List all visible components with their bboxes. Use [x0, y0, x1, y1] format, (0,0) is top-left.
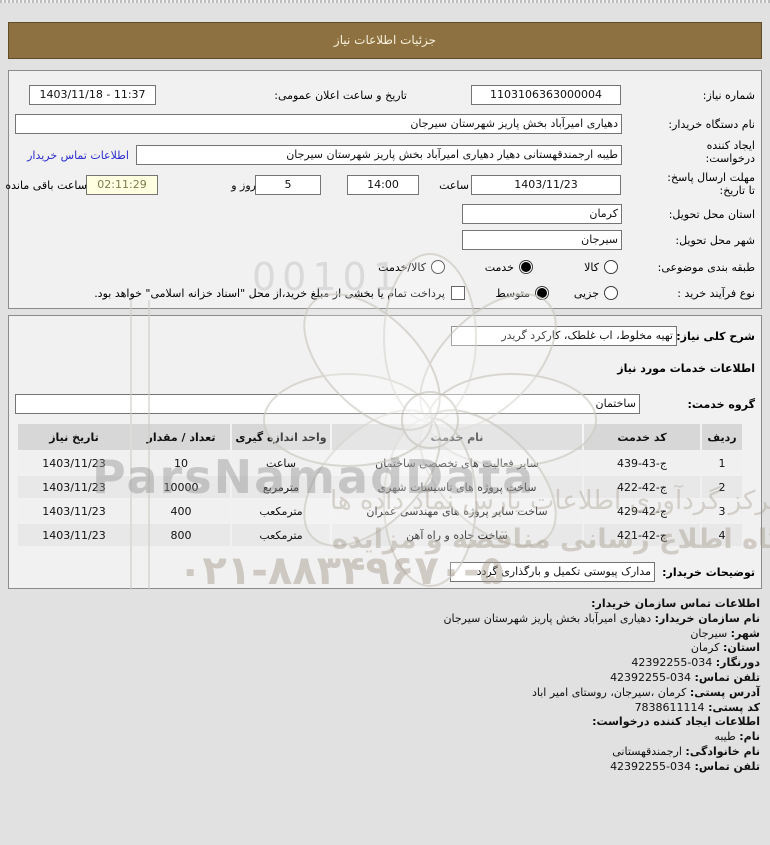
- delivery-province-field[interactable]: کرمان: [462, 204, 622, 224]
- cell-unit: مترمکعب: [232, 500, 330, 522]
- col-need-date: تاریخ نیاز: [18, 424, 130, 450]
- radio-medium[interactable]: [535, 286, 549, 300]
- radio-service-label: خدمت: [484, 261, 514, 274]
- announce-datetime-field[interactable]: 1403/11/18 - 11:37: [29, 85, 156, 105]
- cell-qty: 10000: [132, 476, 230, 498]
- cell-code: 422-42-ج: [584, 476, 700, 498]
- need-number-label: شماره نیاز:: [702, 89, 755, 102]
- cell-row: 2: [702, 476, 742, 498]
- contact-line: نام خانوادگی: ارجمندقهستانی: [612, 744, 760, 758]
- countdown-timer: 02:11:29: [86, 175, 158, 195]
- contact-line: اطلاعات تماس سازمان خریدار:: [591, 597, 760, 610]
- deadline-time-field[interactable]: 14:00: [347, 175, 419, 195]
- buyer-remarks-field[interactable]: مدارک پیوستی تکمیل و بارگذاری گردد: [450, 562, 655, 582]
- table-row: 4 421-42-ج ساخت جاده و راه آهن مترمکعب 8…: [18, 524, 742, 546]
- days-and-label: روز و: [231, 179, 256, 192]
- creator-label: ایجاد کننده درخواست:: [705, 139, 755, 165]
- radio-medium-label: متوسط: [495, 287, 530, 300]
- cell-row: 1: [702, 452, 742, 474]
- top-stripe-decoration: [0, 0, 770, 3]
- announce-datetime-label: تاریخ و ساعت اعلان عمومی:: [274, 89, 407, 102]
- delivery-city-label: شهر محل تحویل:: [675, 234, 755, 247]
- cell-code: 429-42-ج: [584, 500, 700, 522]
- hour-label: ساعت: [439, 179, 469, 192]
- contact-line: دورنگار: 42392255-034: [631, 656, 760, 670]
- buyer-contact-block: اطلاعات تماس سازمان خریدار: نام سازمان خ…: [443, 597, 760, 775]
- cell-name: ساخت پروژه های تاسیسات شهری: [332, 476, 582, 498]
- contact-line: استان: کرمان: [690, 641, 760, 655]
- cell-name: ساخت سایر پروژه های مهندسی عمران: [332, 500, 582, 522]
- delivery-province-label: استان محل تحویل:: [668, 208, 755, 221]
- col-quantity: تعداد / مقدار: [132, 424, 230, 450]
- treasury-checkbox[interactable]: [451, 286, 465, 300]
- classification-label: طبقه بندی موضوعی:: [657, 261, 755, 274]
- col-unit: واحد اندازه گیری: [232, 424, 330, 450]
- cell-unit: مترمکعب: [232, 524, 330, 546]
- contact-line: اطلاعات ایجاد کننده درخواست:: [592, 715, 760, 729]
- cell-row: 3: [702, 500, 742, 522]
- need-desc-field[interactable]: تهیه مخلوط، اب غلطک، کارکرد گریدر: [451, 326, 677, 346]
- page-title: جزئیات اطلاعات نیاز: [8, 22, 762, 59]
- table-row: 2 422-42-ج ساخت پروژه های تاسیسات شهری م…: [18, 476, 742, 498]
- contact-line: تلفن تماس: 42392255-034: [610, 670, 760, 684]
- radio-partial[interactable]: [604, 286, 618, 300]
- services-section-header: اطلاعات خدمات مورد نیاز: [617, 362, 755, 375]
- cell-name: ساخت جاده و راه آهن: [332, 524, 582, 546]
- services-table-header-row: ردیف کد خدمت نام خدمت واحد اندازه گیری ت…: [18, 424, 742, 450]
- cell-date: 1403/11/23: [18, 476, 130, 498]
- buyer-contact-link[interactable]: اطلاعات تماس خریدار: [27, 149, 129, 162]
- cell-qty: 10: [132, 452, 230, 474]
- general-info-panel: شماره نیاز: 1103106363000004 تاریخ و ساع…: [5, 70, 762, 309]
- days-remaining-field[interactable]: 5: [255, 175, 321, 195]
- table-row: 3 429-42-ج ساخت سایر پروژه های مهندسی عم…: [18, 500, 742, 522]
- col-service-name: نام خدمت: [332, 424, 582, 450]
- radio-goods-service-label: کالا/خدمت: [378, 261, 426, 274]
- cell-date: 1403/11/23: [18, 452, 130, 474]
- radio-partial-label: جزیی: [573, 287, 599, 300]
- cell-date: 1403/11/23: [18, 500, 130, 522]
- remaining-hours-label: ساعت باقی مانده: [5, 179, 87, 192]
- cell-qty: 400: [132, 500, 230, 522]
- cell-code: 421-42-ج: [584, 524, 700, 546]
- contact-line: شهر: سیرجان: [690, 626, 760, 640]
- service-group-label: گروه خدمت:: [687, 398, 755, 411]
- cell-unit: مترمربع: [232, 476, 330, 498]
- need-details-panel: شرح کلی نیاز: تهیه مخلوط، اب غلطک، کارکر…: [8, 315, 762, 589]
- cell-code: 439-43-ج: [584, 452, 700, 474]
- contact-line: تلفن تماس: 42392255-034: [610, 759, 760, 773]
- deadline-label: مهلت ارسال پاسخ: تا تاریخ:: [667, 171, 755, 197]
- contact-line: نام سازمان خریدار: دهیاری امیرآباد بخش پ…: [443, 611, 760, 625]
- buyer-org-field[interactable]: دهیاری امیرآباد بخش پاریز شهرستان سیرجان: [15, 114, 622, 134]
- cell-row: 4: [702, 524, 742, 546]
- services-table: ردیف کد خدمت نام خدمت واحد اندازه گیری ت…: [16, 422, 744, 548]
- cell-name: سایر فعالیت های تخصصی ساختمان: [332, 452, 582, 474]
- need-desc-label: شرح کلی نیاز:: [676, 330, 755, 343]
- contact-line: کد پستی: 7838611114: [634, 700, 760, 714]
- delivery-city-field[interactable]: سیرجان: [462, 230, 622, 250]
- creator-field[interactable]: طیبه ارجمندقهستانی دهیار دهیاری امیرآباد…: [136, 145, 622, 165]
- buyer-org-label: نام دستگاه خریدار:: [668, 118, 755, 131]
- cell-date: 1403/11/23: [18, 524, 130, 546]
- contact-line: آدرس پستی: کرمان ،سیرجان، روستای امیر اب…: [532, 685, 760, 699]
- radio-goods-label: کالا: [584, 261, 599, 274]
- service-group-field[interactable]: ساختمان: [15, 394, 640, 414]
- radio-goods-service[interactable]: [431, 260, 445, 274]
- col-row-number: ردیف: [702, 424, 742, 450]
- contact-line: نام: طیبه: [714, 730, 760, 744]
- need-number-field[interactable]: 1103106363000004: [471, 85, 621, 105]
- col-service-code: کد خدمت: [584, 424, 700, 450]
- buyer-remarks-label: توضیحات خریدار:: [662, 566, 755, 579]
- treasury-checkbox-label: پرداخت تمام یا بخشی از مبلغ خرید،از محل …: [94, 287, 445, 300]
- table-row: 1 439-43-ج سایر فعالیت های تخصصی ساختمان…: [18, 452, 742, 474]
- process-type-label: نوع فرآیند خرید :: [677, 287, 755, 300]
- deadline-date-field[interactable]: 1403/11/23: [471, 175, 621, 195]
- radio-service[interactable]: [519, 260, 533, 274]
- cell-unit: ساعت: [232, 452, 330, 474]
- cell-qty: 800: [132, 524, 230, 546]
- radio-goods[interactable]: [604, 260, 618, 274]
